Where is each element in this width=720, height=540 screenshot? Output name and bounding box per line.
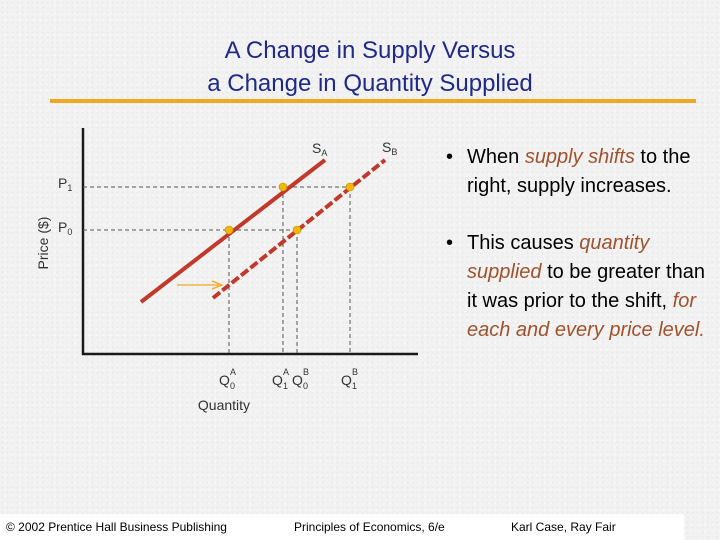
y-axis-label: Price ($) [35,217,51,270]
svg-text:B: B [352,367,358,377]
svg-text:0: 0 [303,381,308,391]
footer-copyright: © 2002 Prentice Hall Business Publishing [6,520,227,534]
svg-text:1: 1 [352,381,357,391]
svg-text:1: 1 [283,381,288,391]
quantity-label-q0b: Q B 0 [292,367,309,391]
bullet-2-text-b: to be greater than it was prior to the s… [467,261,705,312]
svg-text:Q: Q [219,372,230,388]
slide-title-line-2: a Change in Quantity Supplied [207,70,533,97]
bullet-1-text-a: When [467,146,525,168]
price-label-p0: P0 [58,219,72,237]
svg-text:A: A [283,367,289,377]
curve-label-sa: SA [312,140,327,158]
svg-text:Q: Q [272,372,283,388]
bullet-2-highlight-quantity-supplied: quantity supplied [467,232,650,283]
svg-text:Q: Q [292,372,303,388]
slide-title-line-1: A Change in Supply Versus [224,37,516,64]
quantity-label-q0a: Q A 0 [219,367,236,391]
price-label-p1: P1 [58,175,72,193]
bullet-2: • This causes quantity supplied to be gr… [440,229,712,345]
bullet-2-highlight-every-price: for each and every price level. [467,290,705,341]
curve-label-sb: SB [382,139,397,157]
bullet-1-highlight-supply-shifts: supply shifts [524,146,635,168]
svg-text:B: B [303,367,309,377]
svg-text:Q: Q [341,372,352,388]
shift-arrow [177,280,224,290]
title-underline [50,99,696,103]
footer-authors: Karl Case, Ray Fair [511,520,616,534]
bullet-dot-2: • [446,232,454,254]
bullet-1-text-b: to the right, supply increases. [467,146,691,197]
bullet-dot-1: • [446,146,454,168]
svg-text:A: A [230,367,236,377]
slide-title: A Change in Supply Versus a Change in Qu… [60,34,680,100]
point-b-p0 [292,225,302,235]
bullet-list: • When supply shifts to the right, suppl… [440,143,712,345]
svg-text:0: 0 [230,381,235,391]
bullet-2-text-a: This causes [467,232,580,254]
guide-lines [83,186,351,354]
quantity-label-q1b: Q B 1 [341,367,358,391]
footer-bar: © 2002 Prentice Hall Business Publishing… [0,514,684,540]
point-a-p1 [278,182,288,192]
quantity-label-q1a: Q A 1 [272,367,289,391]
x-axis-label: Quantity [198,397,250,413]
footer-book-title: Principles of Economics, 6/e [294,520,445,534]
bullet-1: • When supply shifts to the right, suppl… [440,143,712,201]
point-b-p1 [345,182,355,192]
point-a-p0 [224,225,234,235]
